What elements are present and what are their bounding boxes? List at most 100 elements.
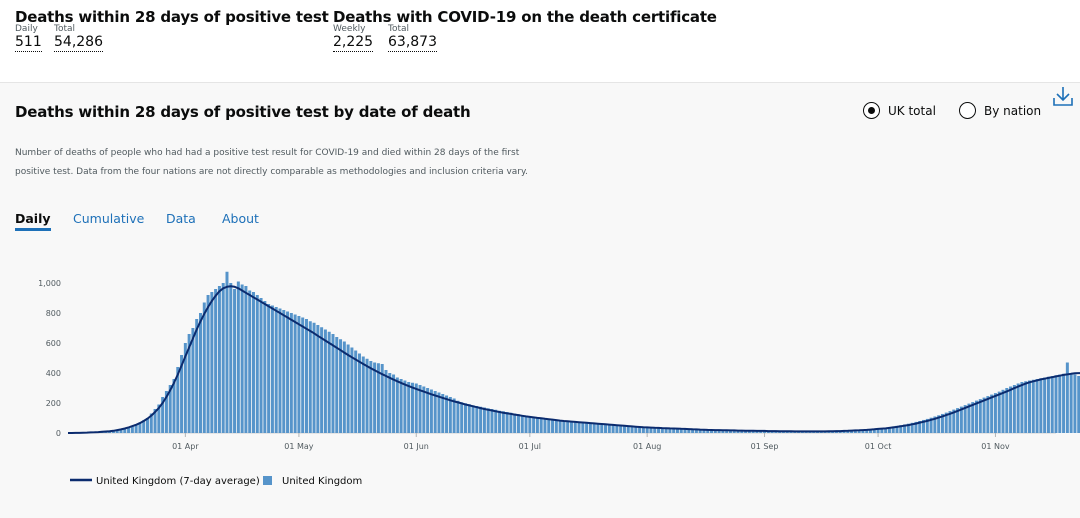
bar[interactable]: [479, 406, 483, 433]
bar[interactable]: [872, 428, 876, 433]
bar[interactable]: [755, 431, 759, 433]
bar[interactable]: [164, 391, 168, 433]
bar[interactable]: [744, 430, 748, 433]
bar[interactable]: [168, 385, 172, 433]
bar[interactable]: [248, 290, 252, 434]
bar[interactable]: [604, 424, 608, 433]
bar[interactable]: [293, 314, 297, 434]
bar[interactable]: [630, 427, 634, 433]
bar[interactable]: [195, 319, 199, 433]
line-7-day-average[interactable]: [68, 285, 1080, 434]
bar[interactable]: [615, 425, 619, 433]
bar[interactable]: [354, 350, 358, 434]
bar[interactable]: [516, 414, 520, 433]
metric-daily-value[interactable]: 511: [15, 34, 42, 52]
bar[interactable]: [331, 334, 335, 433]
legend-label-7-day-average[interactable]: United Kingdom (7-day average): [96, 476, 260, 487]
bar[interactable]: [581, 423, 585, 433]
bar[interactable]: [217, 286, 221, 433]
bar[interactable]: [251, 292, 255, 433]
bar[interactable]: [600, 424, 604, 433]
bar[interactable]: [524, 415, 528, 433]
tab-about[interactable]: About: [222, 211, 259, 226]
bar[interactable]: [978, 399, 982, 433]
bar[interactable]: [229, 283, 233, 433]
bar[interactable]: [149, 413, 153, 434]
bar[interactable]: [698, 430, 702, 433]
bar[interactable]: [119, 429, 123, 433]
bar[interactable]: [691, 429, 695, 433]
bar[interactable]: [380, 364, 384, 433]
bar[interactable]: [710, 430, 714, 433]
bar[interactable]: [763, 431, 767, 433]
bar[interactable]: [263, 301, 267, 433]
bar[interactable]: [1062, 373, 1066, 433]
bar[interactable]: [774, 431, 778, 433]
bar[interactable]: [236, 281, 240, 434]
bar[interactable]: [759, 431, 763, 433]
bar[interactable]: [1046, 376, 1050, 433]
bar[interactable]: [214, 289, 218, 433]
bar[interactable]: [641, 427, 645, 433]
metric-cert-total-value[interactable]: 63,873: [388, 34, 437, 52]
bar[interactable]: [399, 379, 403, 433]
bar[interactable]: [142, 420, 146, 433]
metric-total-value[interactable]: 54,286: [54, 34, 103, 52]
bar[interactable]: [297, 316, 301, 433]
bar[interactable]: [751, 431, 755, 433]
bar[interactable]: [498, 410, 502, 433]
bar[interactable]: [282, 310, 286, 433]
bar[interactable]: [638, 427, 642, 433]
bar[interactable]: [357, 353, 361, 434]
bar[interactable]: [558, 420, 562, 433]
bar[interactable]: [134, 424, 138, 433]
bar[interactable]: [956, 408, 960, 433]
bar[interactable]: [426, 388, 430, 433]
bar[interactable]: [535, 417, 539, 433]
bar[interactable]: [407, 382, 411, 433]
bar[interactable]: [634, 427, 638, 433]
bar[interactable]: [123, 428, 127, 433]
bar[interactable]: [153, 409, 157, 433]
bar[interactable]: [494, 409, 498, 433]
bar[interactable]: [1035, 379, 1039, 433]
bar[interactable]: [471, 405, 475, 433]
bar[interactable]: [569, 422, 573, 433]
bar[interactable]: [267, 304, 271, 433]
bar[interactable]: [130, 425, 134, 434]
bar[interactable]: [278, 308, 282, 434]
bar[interactable]: [543, 418, 547, 433]
bar[interactable]: [747, 431, 751, 433]
bar[interactable]: [944, 412, 948, 433]
metric-weekly-value[interactable]: 2,225: [333, 34, 374, 52]
download-icon[interactable]: [1052, 85, 1074, 107]
bar[interactable]: [539, 418, 543, 433]
bar[interactable]: [1073, 374, 1077, 434]
bar[interactable]: [463, 403, 467, 433]
bar[interactable]: [452, 398, 456, 434]
tab-daily[interactable]: Daily: [15, 211, 51, 231]
bar[interactable]: [513, 413, 517, 434]
bar[interactable]: [721, 430, 725, 433]
bar[interactable]: [456, 400, 460, 433]
bar[interactable]: [172, 379, 176, 433]
bar[interactable]: [350, 347, 354, 434]
bar[interactable]: [259, 298, 263, 433]
bar[interactable]: [191, 328, 195, 433]
bar[interactable]: [937, 415, 941, 433]
bar[interactable]: [233, 289, 237, 433]
bar[interactable]: [948, 411, 952, 433]
bar[interactable]: [1024, 381, 1028, 433]
bar[interactable]: [369, 361, 373, 433]
bar[interactable]: [910, 422, 914, 433]
radio-uk-total[interactable]: UK total: [863, 102, 936, 119]
bar[interactable]: [422, 386, 426, 434]
bar[interactable]: [732, 430, 736, 433]
bar[interactable]: [437, 392, 441, 434]
bar[interactable]: [206, 295, 210, 433]
bar[interactable]: [448, 397, 452, 433]
bar[interactable]: [626, 426, 630, 433]
bar[interactable]: [554, 420, 558, 433]
legend-label-united-kingdom[interactable]: United Kingdom: [282, 476, 362, 487]
bar[interactable]: [713, 430, 717, 433]
